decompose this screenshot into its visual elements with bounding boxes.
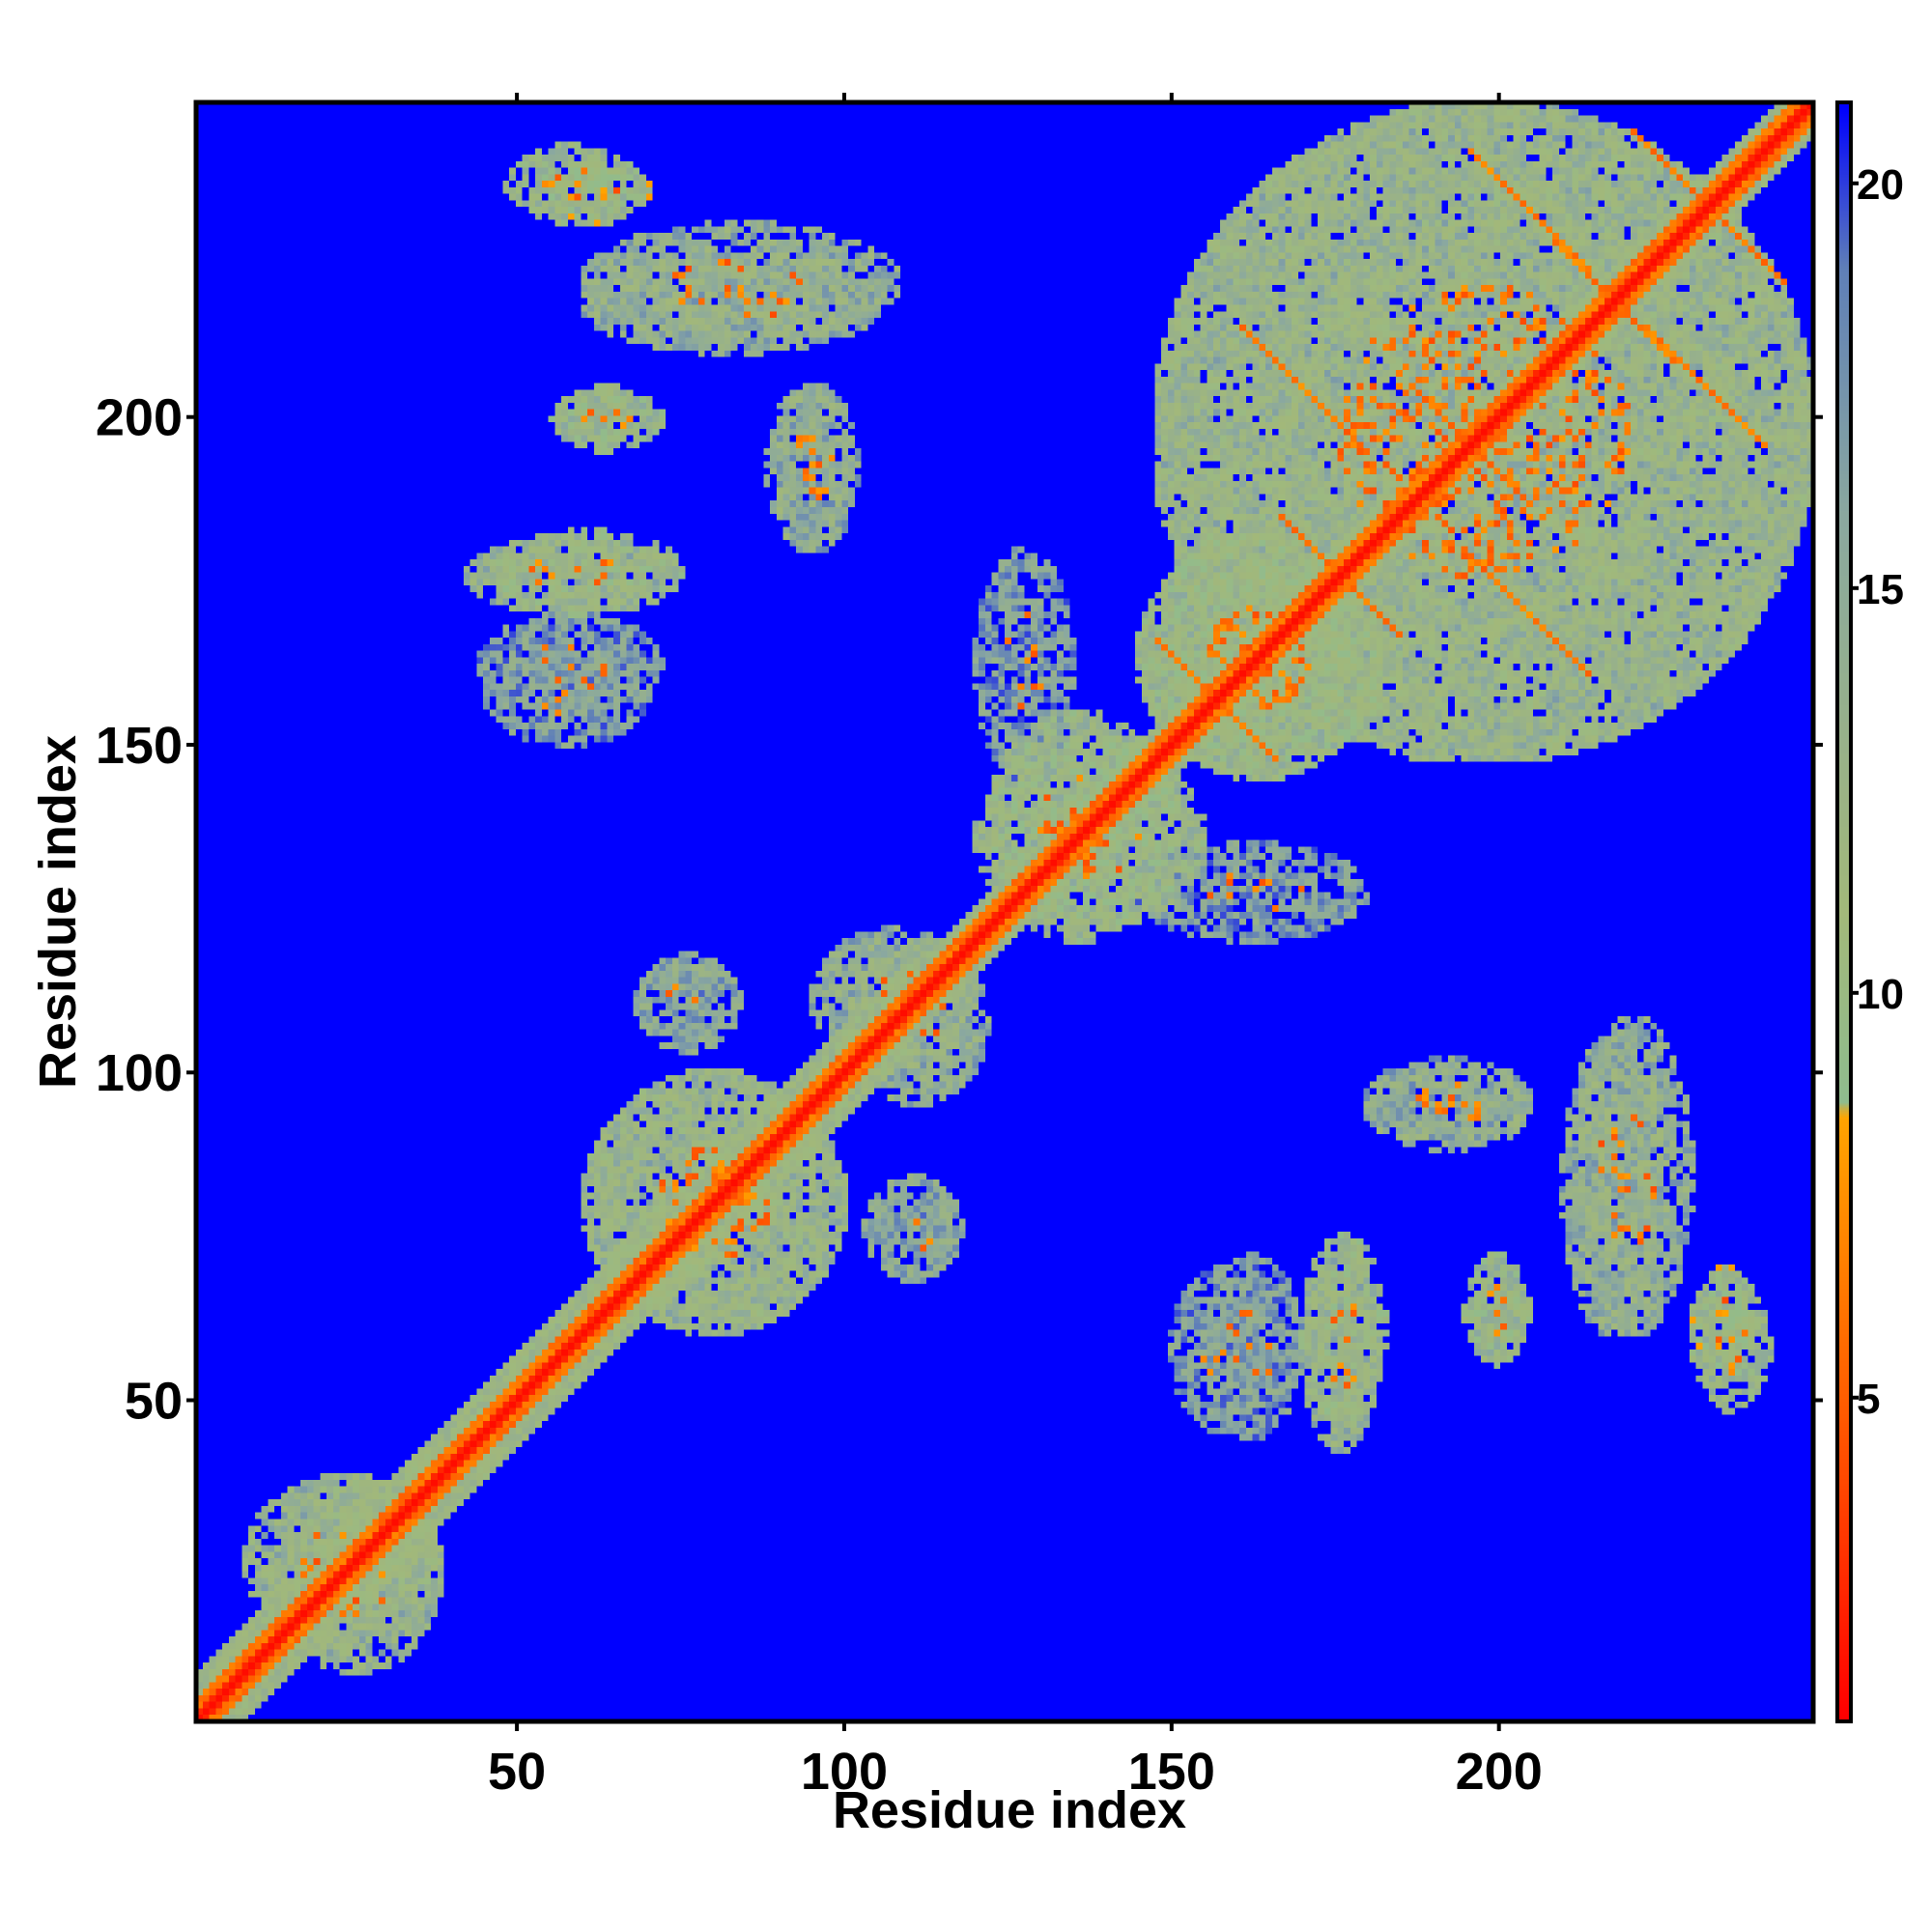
heatmap-image <box>196 102 1813 1721</box>
x-axis: 50 100 150 200 <box>488 1721 1543 1801</box>
colorbar-ticks: 5 10 15 20 <box>1851 161 1904 1423</box>
y-tick-label: 50 <box>125 1373 183 1431</box>
colorbar-frame <box>1835 100 1853 1723</box>
x-axis-title: Residue index <box>833 1781 1186 1839</box>
colorbar-tick-label: 5 <box>1857 1376 1880 1423</box>
heatmap-cells <box>196 102 1813 1721</box>
colorbar: 5 10 15 20 <box>1835 100 1904 1723</box>
colorbar-tick-label: 10 <box>1857 971 1904 1018</box>
x-tick-label: 100 <box>801 1743 888 1801</box>
colorbar-tick-label: 20 <box>1857 161 1904 209</box>
y-tick-label: 150 <box>96 717 183 775</box>
y-axis-title: Residue index <box>29 735 87 1089</box>
y-tick-label: 100 <box>96 1044 183 1102</box>
y-tick-label: 200 <box>96 389 183 447</box>
top-axis-ticks <box>515 93 1501 102</box>
colorbar-tick-label: 15 <box>1857 566 1904 613</box>
colorbar-gradient <box>1837 102 1851 1721</box>
x-tick-label: 50 <box>488 1743 546 1801</box>
y-axis: 50 100 150 200 <box>96 389 196 1431</box>
x-tick-label: 150 <box>1128 1743 1215 1801</box>
plot-frame <box>193 99 1816 1724</box>
right-axis-ticks <box>1813 414 1823 1403</box>
x-tick-label: 200 <box>1456 1743 1543 1801</box>
